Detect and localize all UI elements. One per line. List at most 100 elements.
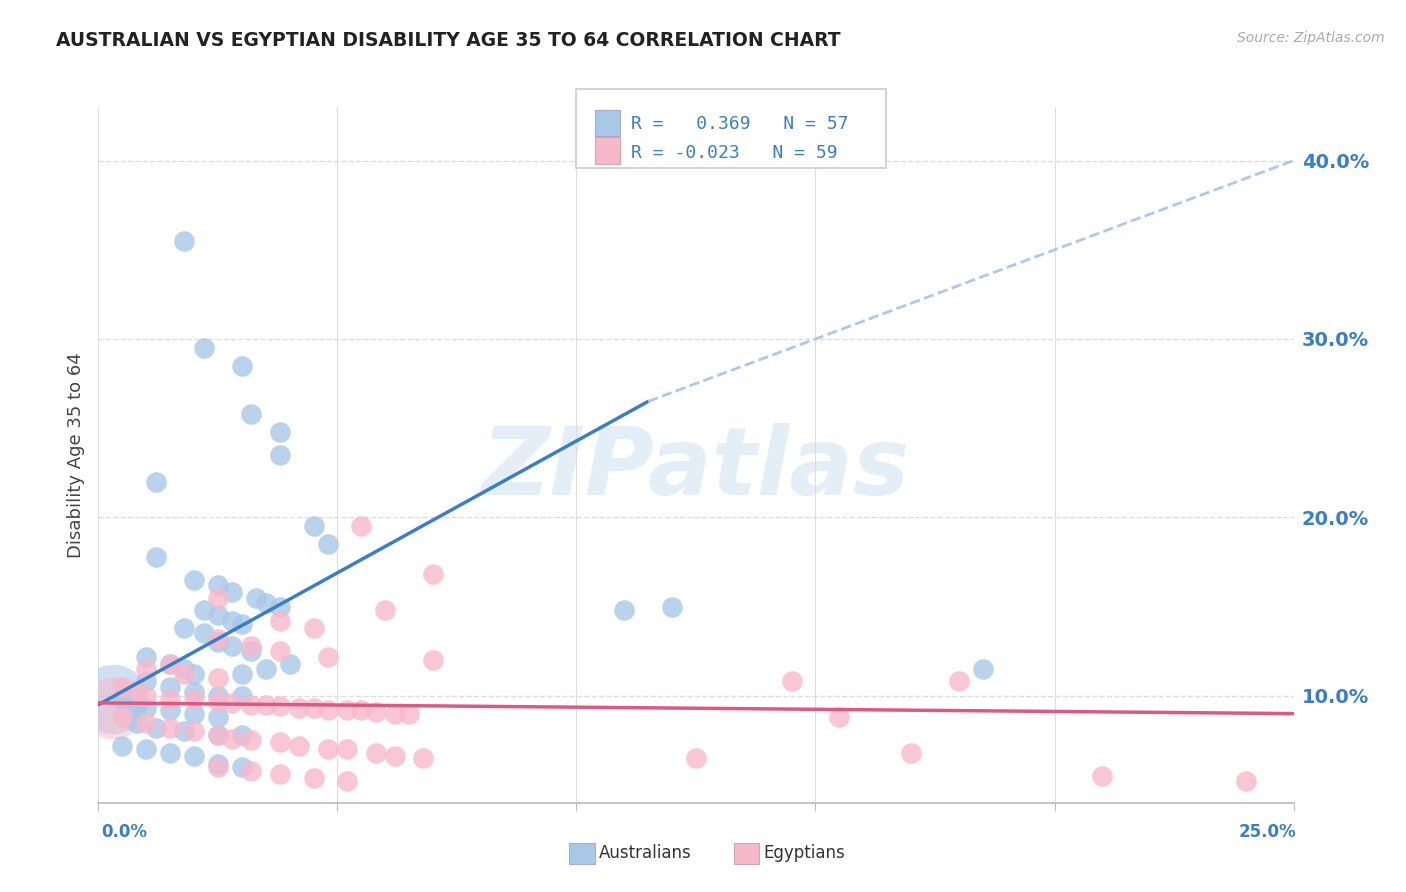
Point	[661, 599, 683, 614]
Point	[207, 694, 229, 708]
Point	[125, 683, 148, 698]
Point	[135, 742, 157, 756]
Point	[269, 599, 291, 614]
Point	[159, 721, 181, 735]
Point	[193, 341, 215, 355]
Text: 0.0%: 0.0%	[101, 822, 148, 840]
Point	[374, 603, 396, 617]
Text: R = -0.023   N = 59: R = -0.023 N = 59	[631, 144, 838, 161]
Point	[398, 706, 420, 721]
Point	[240, 639, 263, 653]
Point	[422, 653, 444, 667]
Point	[207, 591, 229, 605]
Point	[111, 739, 134, 753]
Point	[972, 662, 994, 676]
Point	[111, 680, 134, 694]
Point	[269, 699, 291, 714]
Point	[316, 703, 339, 717]
Point	[207, 578, 229, 592]
Point	[316, 742, 339, 756]
Point	[278, 657, 301, 671]
Point	[159, 680, 181, 694]
Point	[240, 407, 263, 421]
Point	[231, 689, 253, 703]
Point	[207, 608, 229, 623]
Point	[173, 662, 195, 676]
Point	[269, 735, 291, 749]
Point	[254, 596, 277, 610]
Point	[254, 698, 277, 712]
Point	[288, 701, 311, 715]
Point	[135, 662, 157, 676]
Point	[384, 749, 406, 764]
Point	[183, 685, 205, 699]
Point	[221, 696, 243, 710]
Point	[364, 705, 387, 719]
Point	[135, 689, 157, 703]
Point	[173, 667, 195, 681]
Point	[101, 701, 124, 715]
Point	[207, 689, 229, 703]
Text: Australians: Australians	[599, 844, 692, 862]
Point	[159, 692, 181, 706]
Point	[145, 475, 167, 489]
Point	[269, 644, 291, 658]
Point	[269, 425, 291, 439]
Point	[336, 774, 359, 789]
Point	[207, 632, 229, 646]
Point	[900, 746, 922, 760]
Point	[336, 742, 359, 756]
Point	[316, 537, 339, 551]
Point	[193, 603, 215, 617]
Point	[145, 721, 167, 735]
Point	[384, 706, 406, 721]
Point	[125, 715, 148, 730]
Point	[125, 698, 148, 712]
Point	[173, 234, 195, 248]
Point	[231, 667, 253, 681]
Text: Egyptians: Egyptians	[763, 844, 845, 862]
Point	[350, 703, 373, 717]
Point	[302, 519, 325, 533]
Point	[159, 657, 181, 671]
Point	[828, 710, 851, 724]
Point	[302, 701, 325, 715]
Point	[183, 692, 205, 706]
Point	[240, 733, 263, 747]
Point	[111, 692, 134, 706]
Point	[288, 739, 311, 753]
Point	[302, 771, 325, 785]
Point	[613, 603, 636, 617]
Point	[159, 746, 181, 760]
Point	[221, 585, 243, 599]
Point	[269, 448, 291, 462]
Point	[240, 644, 263, 658]
Point	[135, 715, 157, 730]
Point	[159, 703, 181, 717]
Point	[231, 617, 253, 632]
Point	[269, 767, 291, 781]
Point	[245, 591, 267, 605]
Point	[145, 549, 167, 564]
Point	[207, 728, 229, 742]
Point	[207, 635, 229, 649]
Point	[254, 662, 277, 676]
Y-axis label: Disability Age 35 to 64: Disability Age 35 to 64	[66, 352, 84, 558]
Point	[316, 649, 339, 664]
Point	[1091, 769, 1114, 783]
Point	[207, 671, 229, 685]
Point	[412, 751, 434, 765]
Point	[221, 614, 243, 628]
Point	[231, 760, 253, 774]
Point	[207, 760, 229, 774]
Point	[1234, 774, 1257, 789]
Point	[685, 751, 707, 765]
Point	[422, 567, 444, 582]
Point	[111, 710, 134, 724]
Point	[364, 746, 387, 760]
Point	[269, 614, 291, 628]
Point	[193, 626, 215, 640]
Point	[240, 764, 263, 778]
Point	[302, 621, 325, 635]
Point	[350, 519, 373, 533]
